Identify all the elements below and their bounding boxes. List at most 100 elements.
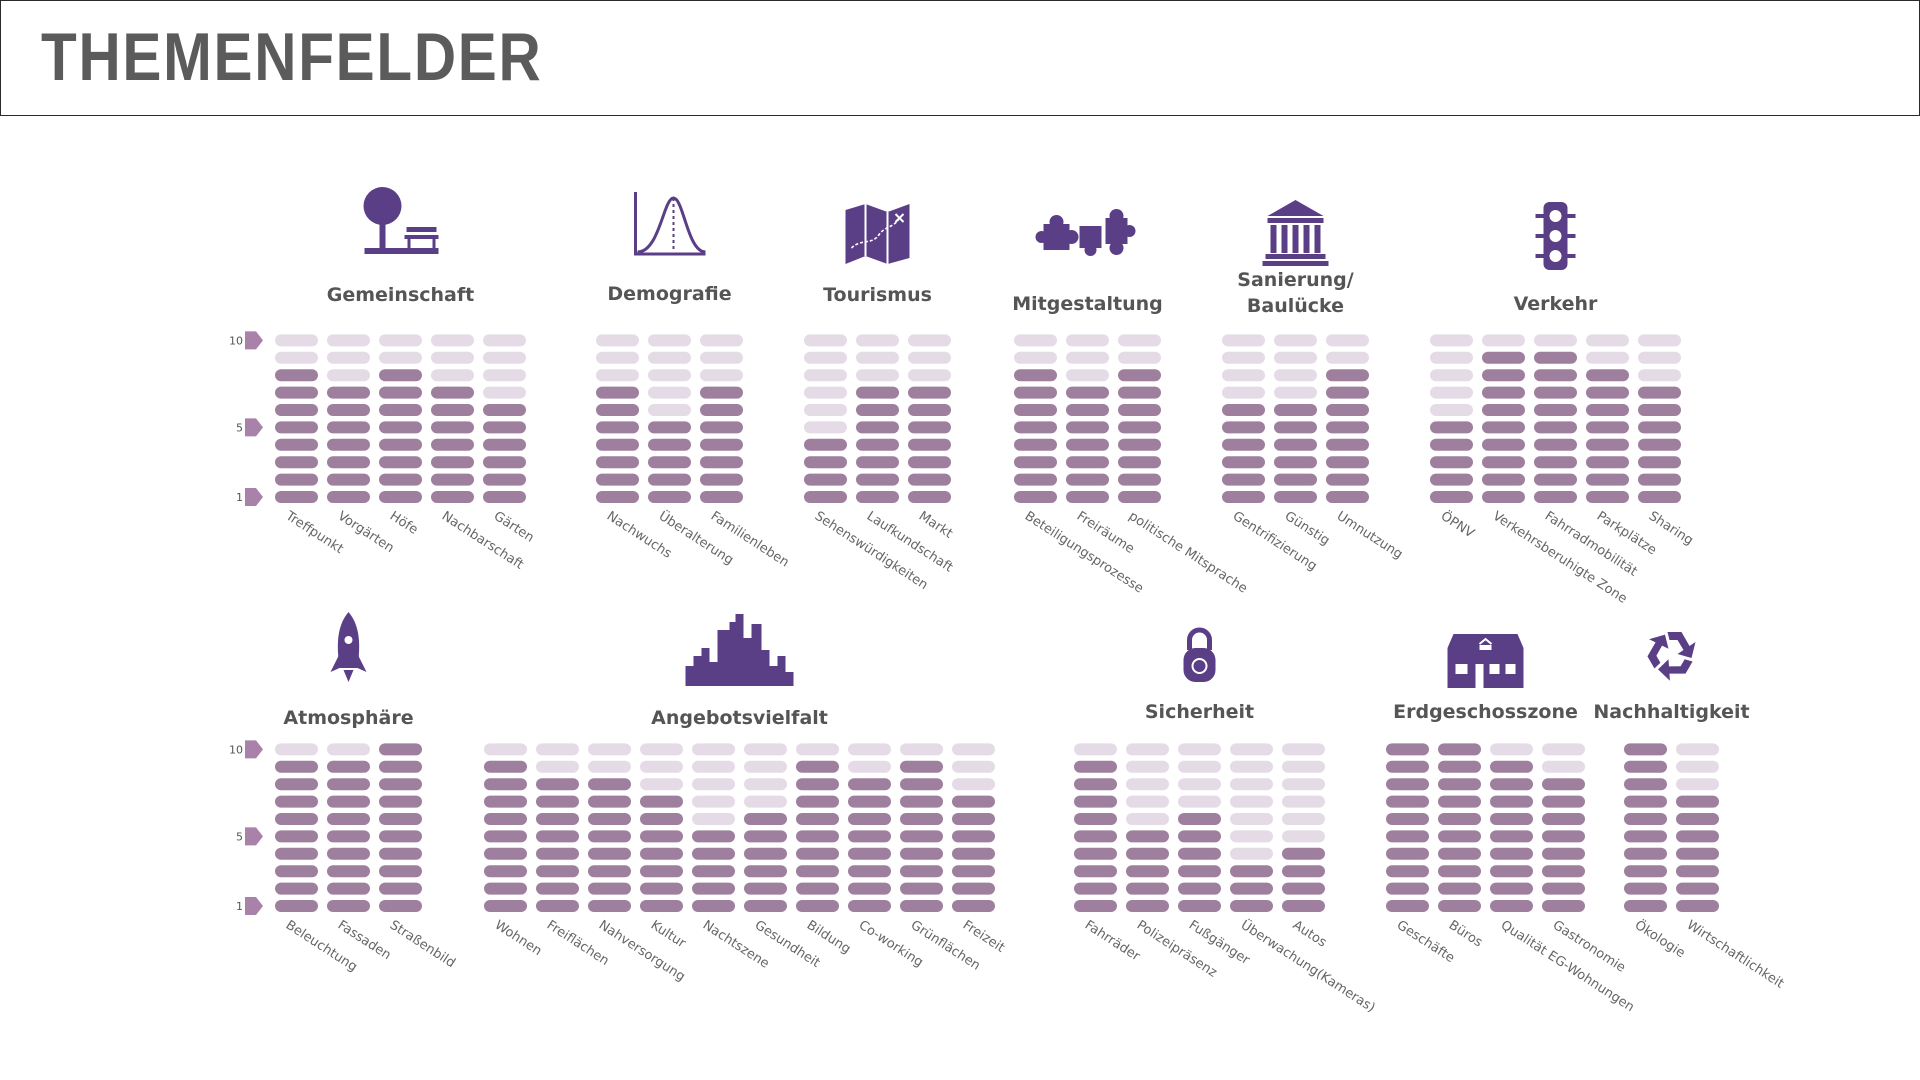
pill-filled: [379, 830, 422, 843]
pill-filled: [1534, 386, 1577, 399]
bar-gaerten: [483, 334, 526, 503]
pill-empty: [1126, 778, 1169, 791]
group-title: Erdgeschosszone: [1393, 701, 1578, 723]
bar-treffpunkt: [275, 334, 318, 503]
pill-empty: [744, 795, 787, 808]
pill-filled: [900, 795, 943, 808]
pill-filled: [1326, 473, 1369, 486]
pill-filled: [1126, 847, 1169, 860]
category-label: Autos: [1290, 918, 1329, 951]
pill-empty: [1274, 369, 1317, 382]
pill-empty: [804, 334, 847, 347]
pill-filled: [327, 438, 370, 451]
pill-filled: [1118, 438, 1161, 451]
bar-markt: [908, 334, 951, 503]
pill-filled: [952, 900, 995, 912]
pill-empty: [908, 351, 951, 364]
pill-empty: [692, 760, 735, 773]
pill-filled: [1118, 386, 1161, 399]
pill-filled: [1074, 882, 1117, 895]
page-title: THEMENFELDER: [41, 19, 543, 95]
pill-filled: [379, 369, 422, 382]
pill-filled: [1490, 830, 1533, 843]
pill-filled: [327, 795, 370, 808]
pill-filled: [648, 421, 691, 434]
chart-group-demografie: DemografieNachwuchsÜberalterungFamilienl…: [596, 192, 792, 570]
pill-filled: [1430, 473, 1473, 486]
pill-empty: [1178, 778, 1221, 791]
pill-filled: [1534, 473, 1577, 486]
pill-empty: [327, 743, 370, 756]
pill-filled: [640, 900, 683, 912]
pill-filled: [1066, 386, 1109, 399]
pill-filled: [856, 386, 899, 399]
pill-empty: [1066, 369, 1109, 382]
pill-filled: [1074, 830, 1117, 843]
pill-filled: [796, 795, 839, 808]
bar-parkplaetze: [1586, 334, 1629, 503]
pill-filled: [796, 900, 839, 912]
pill-empty: [596, 334, 639, 347]
pill-empty: [431, 351, 474, 364]
pill-filled: [648, 491, 691, 503]
pill-empty: [275, 351, 318, 364]
pill-filled: [588, 865, 631, 878]
pill-filled: [804, 491, 847, 503]
pill-filled: [431, 456, 474, 469]
pill-filled: [327, 847, 370, 860]
pill-empty: [1326, 334, 1369, 347]
pill-filled: [1534, 438, 1577, 451]
pill-filled: [484, 813, 527, 825]
pill-filled: [1014, 369, 1057, 382]
pill-filled: [1624, 813, 1667, 825]
pill-filled: [1066, 473, 1109, 486]
puzzle-icon: [1035, 209, 1136, 256]
pill-filled: [536, 778, 579, 791]
pill-filled: [1676, 847, 1719, 860]
pill-filled: [744, 813, 787, 825]
pill-filled: [952, 847, 995, 860]
pill-filled: [275, 830, 318, 843]
pill-filled: [1118, 473, 1161, 486]
pill-empty: [1542, 760, 1585, 773]
pill-filled: [1490, 900, 1533, 912]
category-label: Büros: [1446, 918, 1485, 951]
pill-empty: [1430, 369, 1473, 382]
pill-filled: [1430, 438, 1473, 451]
pill-empty: [1274, 334, 1317, 347]
pill-empty: [848, 760, 891, 773]
pill-filled: [275, 456, 318, 469]
pill-filled: [900, 865, 943, 878]
pill-empty: [379, 351, 422, 364]
pill-filled: [588, 813, 631, 825]
pill-empty: [640, 743, 683, 756]
pill-filled: [848, 865, 891, 878]
pill-empty: [483, 334, 526, 347]
pill-filled: [379, 795, 422, 808]
pill-filled: [483, 456, 526, 469]
pill-filled: [640, 882, 683, 895]
y-tick-marker: [245, 488, 263, 506]
pill-filled: [900, 778, 943, 791]
pill-filled: [1676, 813, 1719, 825]
pill-empty: [952, 760, 995, 773]
pill-filled: [900, 882, 943, 895]
pill-filled: [483, 473, 526, 486]
pill-filled: [588, 900, 631, 912]
pill-filled: [536, 813, 579, 825]
pill-filled: [1430, 421, 1473, 434]
pill-empty: [952, 743, 995, 756]
pill-filled: [1482, 369, 1525, 382]
pill-filled: [1326, 456, 1369, 469]
category-label: Gärten: [491, 509, 537, 546]
bar-hoefe: [379, 334, 422, 503]
pill-filled: [275, 847, 318, 860]
pill-empty: [1430, 351, 1473, 364]
pill-empty: [1222, 369, 1265, 382]
chart-group-sanierung-bauluecke: Sanierung/BaulückeGentrifizierungGünstig…: [1222, 200, 1405, 574]
building-columns-icon: [1262, 200, 1329, 266]
pill-filled: [1638, 421, 1681, 434]
category-label: Wirtschaftlichkeit: [1684, 918, 1787, 992]
pill-filled: [536, 865, 579, 878]
